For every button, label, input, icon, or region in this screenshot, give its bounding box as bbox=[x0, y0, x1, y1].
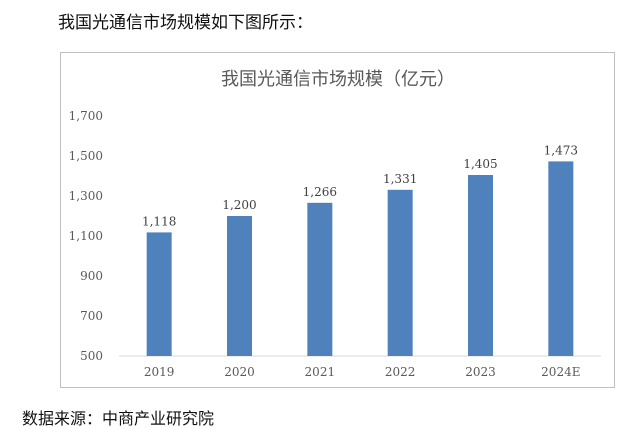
source-note: 数据来源：中商产业研究院 bbox=[22, 409, 215, 428]
y-tick-label: 1,500 bbox=[69, 149, 103, 163]
y-tick-label: 1,100 bbox=[69, 229, 103, 243]
bar-chart: 我国光通信市场规模（亿元） 500 700 900 1,100 1,300 1,500 1,… bbox=[69, 69, 601, 379]
intro-text: 我国光通信市场规模如下图所示： bbox=[58, 13, 313, 33]
bar-2021 bbox=[307, 202, 333, 356]
data-label: 1,266 bbox=[303, 185, 337, 199]
x-tick-label: 2024E bbox=[541, 365, 580, 379]
x-tick-label: 2021 bbox=[305, 365, 336, 379]
bar-2019 bbox=[146, 232, 172, 356]
bar-series bbox=[146, 161, 574, 356]
data-label: 1,118 bbox=[142, 214, 176, 228]
bar-2022 bbox=[387, 189, 413, 356]
x-tick-label: 2023 bbox=[465, 365, 496, 379]
x-tick-label: 2022 bbox=[385, 365, 416, 379]
y-tick-label: 900 bbox=[80, 269, 103, 283]
x-axis-ticks: 2019 2020 2021 2022 2023 2024E bbox=[144, 365, 581, 379]
x-tick-label: 2019 bbox=[144, 365, 175, 379]
x-tick-label: 2020 bbox=[224, 365, 255, 379]
bar-2023 bbox=[468, 175, 493, 356]
chart-title: 我国光通信市场规模（亿元） bbox=[221, 69, 455, 90]
data-label: 1,473 bbox=[544, 143, 578, 157]
data-label: 1,331 bbox=[383, 172, 417, 186]
data-label: 1,405 bbox=[463, 157, 497, 171]
y-tick-label: 1,700 bbox=[69, 109, 103, 123]
bar-2020 bbox=[227, 216, 252, 356]
y-axis-ticks: 500 700 900 1,100 1,300 1,500 1,700 bbox=[69, 109, 103, 363]
data-label: 1,200 bbox=[222, 198, 256, 212]
data-labels: 1,118 1,200 1,266 1,331 1,405 1,473 bbox=[142, 143, 578, 228]
bar-2024E bbox=[548, 161, 574, 356]
chart-container: 我国光通信市场规模（亿元） 500 700 900 1,100 1,300 1,500 1,… bbox=[60, 52, 615, 388]
y-tick-label: 500 bbox=[80, 349, 103, 363]
y-tick-label: 1,300 bbox=[69, 189, 103, 203]
y-tick-label: 700 bbox=[80, 309, 103, 323]
